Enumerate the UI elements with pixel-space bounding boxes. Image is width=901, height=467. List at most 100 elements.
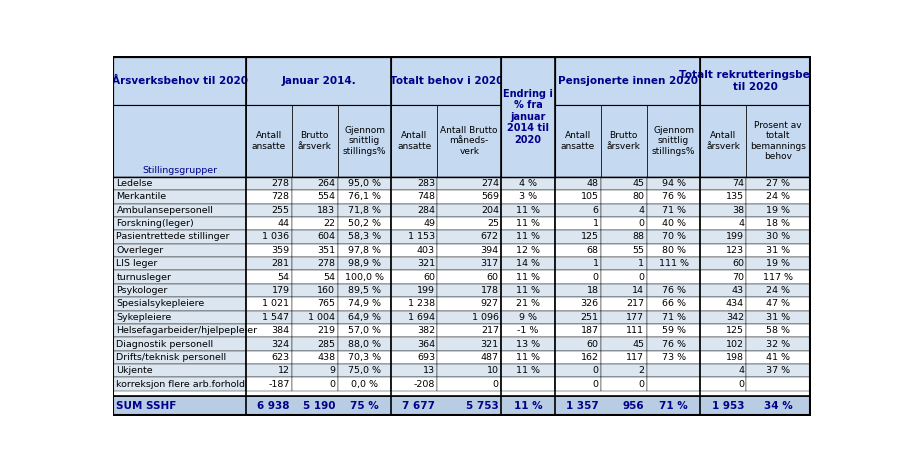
Text: Merkantile: Merkantile <box>116 192 167 201</box>
Text: Antall
ansatte: Antall ansatte <box>251 131 286 151</box>
Bar <box>338 257 392 270</box>
Text: 123: 123 <box>726 246 744 255</box>
Bar <box>647 190 700 204</box>
Text: 1 021: 1 021 <box>262 299 289 308</box>
Bar <box>392 324 437 337</box>
Text: 4: 4 <box>638 205 644 215</box>
Bar <box>292 204 338 217</box>
Text: 47 %: 47 % <box>766 299 790 308</box>
Text: 5 753: 5 753 <box>466 401 499 410</box>
Bar <box>746 311 810 324</box>
Text: 1: 1 <box>593 219 598 228</box>
Text: 105: 105 <box>580 192 598 201</box>
Text: 728: 728 <box>271 192 289 201</box>
Text: 6 938: 6 938 <box>257 401 289 410</box>
Text: 60: 60 <box>487 273 499 282</box>
Text: Ledelse: Ledelse <box>116 179 153 188</box>
Text: 198: 198 <box>726 353 744 362</box>
Text: Overleger: Overleger <box>116 246 164 255</box>
Text: 14: 14 <box>633 286 644 295</box>
Text: 48: 48 <box>587 179 598 188</box>
Bar <box>700 337 746 351</box>
Bar <box>437 364 501 377</box>
Text: 1 096: 1 096 <box>472 313 499 322</box>
Text: 89,5 %: 89,5 % <box>348 286 381 295</box>
Text: 75,0 %: 75,0 % <box>348 366 381 375</box>
Text: 1 153: 1 153 <box>408 233 435 241</box>
Text: Spesialsykepleiere: Spesialsykepleiere <box>116 299 205 308</box>
Bar <box>647 364 700 377</box>
Bar <box>114 190 246 204</box>
Text: Totalt rekrutteringsbehov
til 2020: Totalt rekrutteringsbehov til 2020 <box>679 70 832 92</box>
Bar <box>501 204 555 217</box>
Text: 554: 554 <box>317 192 335 201</box>
Text: Totalt behov i 2020: Totalt behov i 2020 <box>389 76 503 86</box>
Text: 37 %: 37 % <box>766 366 790 375</box>
Bar <box>601 284 647 297</box>
Text: 11 %: 11 % <box>516 273 540 282</box>
Text: 183: 183 <box>317 205 335 215</box>
Bar <box>246 324 292 337</box>
Text: 70,3 %: 70,3 % <box>348 353 381 362</box>
Bar <box>392 257 437 270</box>
Text: 74: 74 <box>732 179 744 188</box>
Bar <box>437 230 501 244</box>
Bar <box>437 351 501 364</box>
Bar <box>437 190 501 204</box>
Text: turnusleger: turnusleger <box>116 273 171 282</box>
Bar <box>246 297 292 311</box>
Bar <box>114 177 246 190</box>
Bar <box>555 177 601 190</box>
Text: Diagnostik personell: Diagnostik personell <box>116 340 214 348</box>
Bar <box>746 177 810 190</box>
Text: 3 %: 3 % <box>519 192 537 201</box>
Bar <box>746 297 810 311</box>
Text: 1 694: 1 694 <box>408 313 435 322</box>
Text: 2: 2 <box>638 366 644 375</box>
Text: 0: 0 <box>593 380 598 389</box>
Bar <box>392 217 437 230</box>
Bar <box>292 297 338 311</box>
Text: 217: 217 <box>626 299 644 308</box>
Text: 1 238: 1 238 <box>408 299 435 308</box>
Text: 11 %: 11 % <box>516 286 540 295</box>
Bar <box>292 364 338 377</box>
Bar <box>555 284 601 297</box>
Bar <box>555 270 601 284</box>
Bar <box>392 105 437 177</box>
Text: 66 %: 66 % <box>661 299 686 308</box>
Text: 1 004: 1 004 <box>308 313 335 322</box>
Bar <box>392 270 437 284</box>
Bar <box>114 396 810 415</box>
Bar <box>246 351 292 364</box>
Text: 64,9 %: 64,9 % <box>348 313 381 322</box>
Bar <box>647 284 700 297</box>
Text: -208: -208 <box>414 380 435 389</box>
Text: 12 %: 12 % <box>516 246 540 255</box>
Text: 70: 70 <box>732 273 744 282</box>
Bar <box>647 257 700 270</box>
Bar <box>555 377 601 391</box>
Text: Pasientrettede stillinger: Pasientrettede stillinger <box>116 233 230 241</box>
Text: 12: 12 <box>278 366 289 375</box>
Bar <box>338 230 392 244</box>
Text: 88,0 %: 88,0 % <box>348 340 381 348</box>
Text: Stillingsgrupper: Stillingsgrupper <box>142 166 217 175</box>
Bar <box>555 230 601 244</box>
Text: 34 %: 34 % <box>764 401 793 410</box>
Bar <box>437 217 501 230</box>
Bar <box>700 351 746 364</box>
Text: 9 %: 9 % <box>519 313 537 322</box>
Bar <box>647 230 700 244</box>
Text: 342: 342 <box>726 313 744 322</box>
Bar <box>246 177 292 190</box>
Bar <box>114 204 246 217</box>
Bar <box>292 311 338 324</box>
Text: 54: 54 <box>278 273 289 282</box>
Text: 284: 284 <box>417 205 435 215</box>
Text: 38: 38 <box>732 205 744 215</box>
Text: 71 %: 71 % <box>661 205 686 215</box>
Text: 60: 60 <box>423 273 435 282</box>
Bar <box>746 364 810 377</box>
Bar <box>292 177 338 190</box>
